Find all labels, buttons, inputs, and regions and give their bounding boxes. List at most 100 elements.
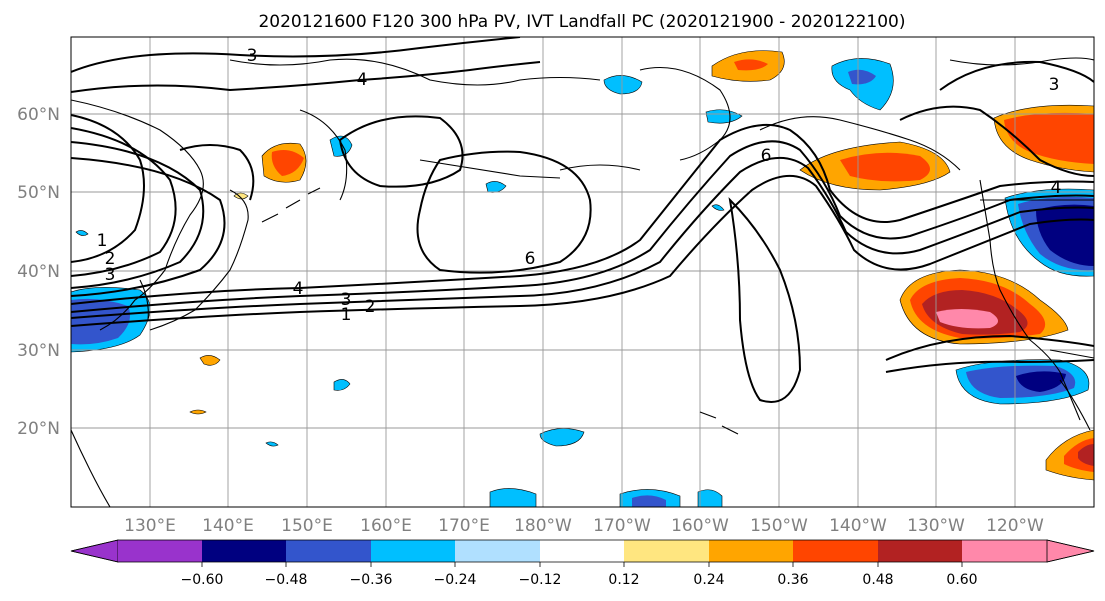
- colorbar-segment: [286, 540, 371, 562]
- shade-small-blue-4: [705, 109, 743, 124]
- lon-tick-label: 130°W: [907, 516, 965, 536]
- shade-gulf-blue: [831, 58, 894, 111]
- map-panel: 3 4 6 4 3 6 1 2 3 4 3 2 1: [70, 36, 1095, 508]
- coast-na-west: [979, 179, 1081, 421]
- lat-tick-label: 30°N: [17, 341, 60, 361]
- shade-sw-dark: [1078, 444, 1094, 466]
- colorbar-extend-low: [70, 539, 119, 563]
- contour-west-4: [71, 157, 226, 297]
- colorbar-tick-label: 0.36: [777, 572, 808, 588]
- colorbar-tick-label: 0.12: [608, 572, 639, 588]
- shade-small-blue-1: [603, 75, 643, 95]
- coast-gulf: [759, 116, 961, 171]
- lon-axis-labels: 130°E 140°E 150°E 160°E 170°E 180°W 170°…: [124, 516, 1044, 536]
- lon-tick-label: 160°W: [671, 516, 729, 536]
- contour-label: 4: [1051, 178, 1062, 198]
- contour-label: 4: [293, 279, 304, 299]
- contour-cutoff: [728, 197, 802, 403]
- colorbar-tick-label: −0.48: [265, 572, 308, 588]
- contour-ne-4: [899, 105, 1094, 177]
- contour-north-4: [71, 61, 541, 93]
- contour-ridge-6: [416, 150, 592, 274]
- contour-label: 6: [525, 249, 536, 269]
- contour-label: 4: [357, 70, 368, 90]
- colorbar-segment: [709, 540, 793, 562]
- contour-label: 1: [341, 305, 352, 325]
- colorbar-tick-label: −0.24: [434, 572, 477, 588]
- lat-axis-labels: 60°N 50°N 40°N 30°N 20°N: [17, 105, 60, 439]
- graticule: [71, 37, 1094, 507]
- shade-bc-red: [1004, 112, 1094, 164]
- colorbar-segment: [455, 540, 540, 562]
- contour-label: 3: [247, 46, 258, 66]
- lon-tick-label: 170°W: [593, 516, 651, 536]
- shade-tiny-blue-3: [265, 441, 279, 447]
- shade-gulf-blue-core: [848, 69, 876, 85]
- coast-kamchatka: [299, 109, 348, 201]
- contour-label: 3: [105, 265, 116, 285]
- lon-tick-label: 180°W: [514, 516, 572, 536]
- contour-sw-1b: [885, 359, 1094, 373]
- contour-jet-1: [71, 174, 1094, 327]
- map-frame: [70, 36, 1095, 508]
- shade-ca-pink: [936, 309, 998, 329]
- lat-tick-label: 50°N: [17, 183, 60, 203]
- colorbar-segment: [202, 540, 286, 562]
- shade-small-blue-5: [539, 428, 585, 447]
- contour-jet-2: [71, 156, 1094, 319]
- coast-siberia: [229, 58, 601, 86]
- lat-tick-label: 60°N: [17, 105, 60, 125]
- shade-alaska-red: [734, 59, 768, 71]
- colorbar-extend-high: [1046, 539, 1095, 563]
- colorbar-tick-label: 0.24: [693, 572, 724, 588]
- colorbar-tick-label: −0.36: [350, 572, 393, 588]
- shade-tiny-blue-2: [711, 204, 725, 211]
- colorbar-tick-label: −0.60: [181, 572, 224, 588]
- colorbar-segment: [540, 540, 624, 562]
- contour-jet-4: [71, 123, 1094, 305]
- colorbar-segment: [962, 540, 1047, 562]
- contour-jet-3: [71, 140, 1094, 313]
- colorbar: −0.60 −0.48 −0.36 −0.24 −0.12 0.12 0.24 …: [70, 539, 1095, 588]
- shading-layer: [71, 50, 1094, 507]
- contour-north-3: [71, 37, 521, 73]
- shade-small-blue-6: [333, 379, 351, 391]
- lon-tick-label: 150°W: [750, 516, 808, 536]
- colorbar-segment: [371, 540, 455, 562]
- lon-tick-label: 160°E: [360, 516, 412, 536]
- lon-tick-label: 130°E: [124, 516, 176, 536]
- coast-japan: [149, 189, 249, 331]
- coast-hawaii: [699, 411, 739, 435]
- coast-kuril: [261, 187, 321, 223]
- shade-gulf-red: [840, 152, 930, 182]
- lat-tick-label: 40°N: [17, 262, 60, 282]
- map-background: [71, 37, 1094, 507]
- colorbar-ticks: [201, 562, 963, 567]
- colorbar-tick-label: −0.12: [519, 572, 562, 588]
- lon-tick-label: 140°E: [202, 516, 254, 536]
- figure-title: 2020121600 F120 300 hPa PV, IVT Landfall…: [258, 12, 905, 32]
- lon-tick-label: 170°E: [438, 516, 490, 536]
- coast-korea: [139, 279, 149, 321]
- colorbar-segment: [793, 540, 878, 562]
- colorbar-segment: [118, 540, 202, 562]
- contour-label: 2: [365, 297, 376, 317]
- colorbar-segment: [878, 540, 962, 562]
- lon-tick-label: 120°W: [986, 516, 1044, 536]
- lon-tick-label: 140°W: [829, 516, 887, 536]
- contour-label: 2: [105, 249, 116, 269]
- shade-small-orange-2: [189, 409, 207, 415]
- lat-tick-label: 20°N: [17, 419, 60, 439]
- shade-baja-core: [1016, 371, 1066, 392]
- colorbar-segment: [624, 540, 709, 562]
- contour-sw-1: [885, 334, 1094, 361]
- shade-japan-red: [271, 150, 304, 176]
- contour-label: 6: [761, 146, 772, 166]
- contour-kamchatka-loop: [338, 115, 464, 188]
- contour-label: 3: [341, 290, 352, 310]
- coast-baja: [1059, 379, 1091, 431]
- contour-ne-3: [939, 60, 1094, 91]
- border-us-mexico: [1049, 349, 1094, 359]
- contour-layer: [71, 37, 1094, 403]
